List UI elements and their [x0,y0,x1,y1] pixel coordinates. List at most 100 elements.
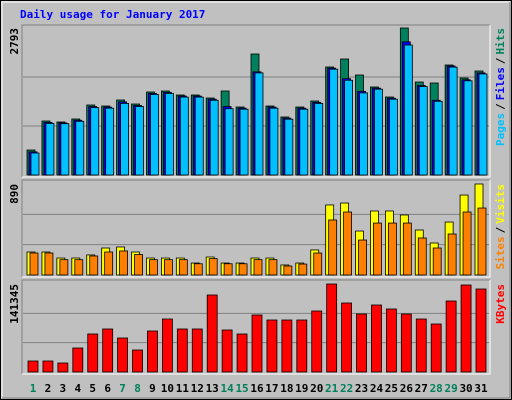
x-tick-label: 4 [74,382,81,395]
bar [388,98,398,176]
bar [72,347,84,373]
bar [329,68,339,176]
legend: Sites / Visits [494,184,507,270]
bar [45,123,55,176]
bar [27,360,39,373]
bevel [22,280,491,375]
bar [460,284,472,373]
bar [445,300,457,373]
bevel [22,25,491,178]
y-tick-label: 141345 [8,284,21,324]
bar [59,259,69,276]
bar [400,313,412,373]
x-tick-label: 14 [221,382,235,395]
x-tick-label: 18 [280,382,293,395]
bar [343,211,353,276]
bar [206,294,218,373]
bar [373,222,382,276]
x-tick-label: 13 [206,382,219,395]
x-tick-label: 29 [445,382,458,395]
x-tick-label: 22 [340,382,353,395]
bar [89,255,99,276]
bevel [22,180,491,278]
x-tick-label: 3 [60,382,67,395]
legend-entry: KBytes [494,284,507,324]
x-tick-label: 24 [370,382,384,395]
bar [176,328,188,373]
x-tick-label: 26 [400,382,414,395]
bar [132,349,143,373]
x-tick-label: 6 [104,382,111,395]
bevel [21,24,490,177]
legend-separator: / [494,226,507,233]
bar [269,107,279,176]
x-tick-label: 12 [191,382,204,395]
bar [415,318,427,373]
y-tick-label: 2793 [8,28,21,55]
legend: Pages / Files / Hits [494,28,507,146]
bar [477,207,487,276]
bar [239,108,249,176]
x-tick-label: 28 [430,382,443,395]
x-tick-label: 5 [89,382,96,395]
bar [209,99,219,176]
bar [135,106,144,176]
bar [358,239,367,276]
bar [44,252,54,276]
bar [433,100,443,176]
bar [448,66,458,176]
bar [105,107,115,176]
bar [179,96,189,176]
legend-entry: Pages [494,113,507,146]
bar [161,318,173,373]
x-tick-label: 17 [265,382,278,395]
x-tick-label: 10 [161,382,174,395]
bar [313,252,323,276]
bar [299,108,309,176]
bar [253,259,263,276]
chart-title: Daily usage for January 2017 [20,8,205,21]
bar [374,88,383,176]
x-tick-label: 16 [250,382,264,395]
bar [178,259,188,276]
bar [359,92,368,176]
bar [283,265,293,276]
x-tick-label: 23 [355,382,368,395]
bevel [21,179,490,277]
bar [462,211,472,276]
legend: KBytes [494,284,507,324]
bar [75,120,85,176]
bar [193,263,203,276]
bar [42,360,54,373]
bar [164,93,174,176]
bar [238,263,248,276]
bar [314,103,324,176]
bar [147,330,158,373]
bar [430,323,442,373]
bar [104,251,114,276]
y-tick-label: 890 [8,184,21,204]
bar [387,222,397,276]
bar [328,219,338,276]
bar [254,72,264,176]
x-tick-label: 30 [459,382,472,395]
bar [402,222,412,276]
bar [90,107,100,176]
bar [60,123,70,176]
legend-entry: Hits [494,28,507,55]
bar [221,329,233,373]
bar [223,263,233,276]
bar [341,302,353,373]
bar [57,362,69,373]
legend-separator: / [494,103,507,110]
bar [149,259,158,276]
bar [194,96,204,176]
bar [417,237,427,276]
bar [191,328,203,373]
bevel [21,279,490,374]
bar [326,283,338,373]
bar [478,73,488,176]
